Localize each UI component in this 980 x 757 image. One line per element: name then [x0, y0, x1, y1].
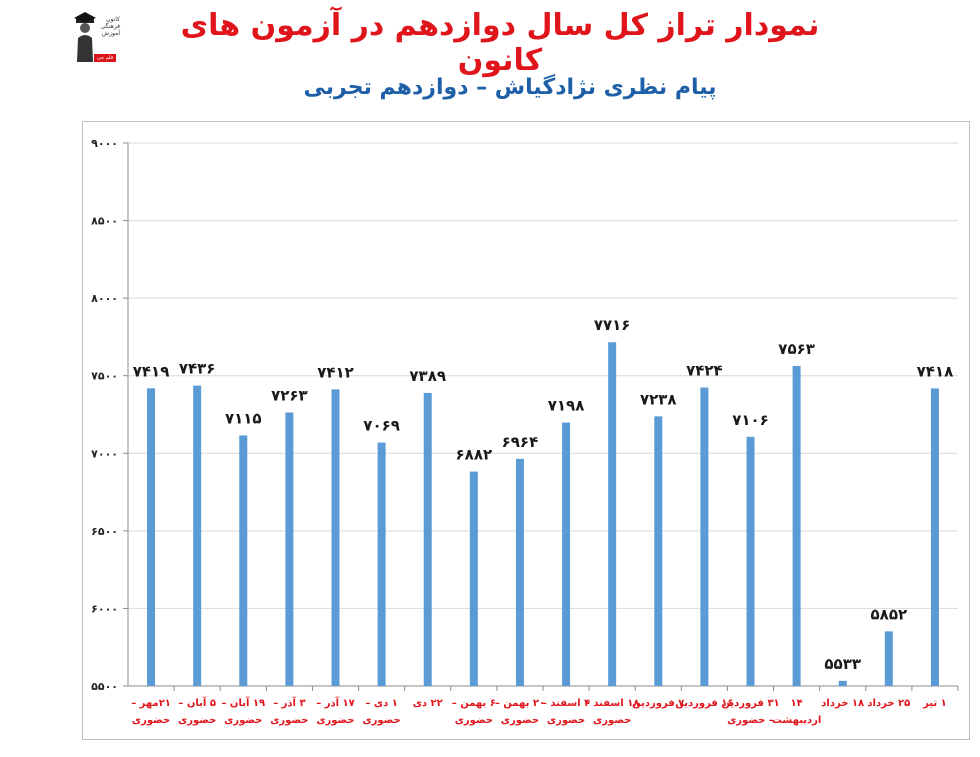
data-label: ۶۸۸۲ [456, 446, 493, 464]
x-tick-label: حضوری [224, 715, 262, 726]
data-label: ۷۱۰۶ [732, 411, 769, 429]
y-tick-label: ۷۰۰۰ [91, 447, 118, 460]
bar [239, 435, 248, 686]
x-tick-label: حضوری [547, 715, 585, 726]
chart-subtitle: پیام نظری نژادگیاش – دوازدهم تجربی [303, 75, 717, 100]
bar [608, 342, 617, 686]
data-label: ۵۵۳۳ [824, 655, 861, 673]
x-tick-label: ۲۲ دی [413, 698, 443, 709]
data-label: ۷۳۸۹ [409, 367, 446, 385]
bar [562, 422, 571, 686]
x-tick-label: حضوری [455, 715, 493, 726]
x-tick-label: ۳۱ فروردین [721, 698, 779, 709]
x-tick-label: حضوری [362, 715, 400, 726]
y-tick-label: ۸۵۰۰ [91, 215, 118, 228]
x-tick-label: ۱ دی – [365, 698, 397, 709]
x-tick-label: حضوری [178, 715, 216, 726]
x-tick-label: ۲۰ بهمن – [495, 698, 545, 709]
y-tick-label: ۶۰۰۰ [91, 602, 118, 615]
x-tick-label: حضوری [501, 715, 539, 726]
data-label: ۵۸۵۲ [871, 605, 908, 623]
data-label: ۷۴۱۲ [317, 363, 354, 381]
x-tick-label: حضوری [316, 715, 354, 726]
y-tick-label: ۵۵۰۰ [91, 680, 118, 693]
bar [700, 387, 709, 686]
data-label: ۶۹۶۴ [502, 433, 539, 451]
x-tick-label: ۱۹ آبان – [221, 696, 265, 709]
x-tick-label: ۱۴ [791, 698, 803, 709]
data-label: ۷۲۶۳ [271, 386, 308, 404]
x-tick-label: ۲۵ خرداد [867, 698, 910, 709]
bar [469, 471, 478, 686]
bar [746, 436, 755, 686]
data-label: ۷۴۱۸ [917, 362, 954, 380]
x-tick-label: ۱۸ اسفند – [585, 698, 640, 709]
data-label: ۷۱۹۸ [548, 397, 585, 415]
bar [792, 365, 801, 686]
logo-badge: قلم چی [94, 54, 116, 62]
x-tick-label: ۱۸ خرداد [821, 698, 864, 709]
y-tick-label: ۶۵۰۰ [91, 525, 118, 538]
data-label: ۷۴۱۹ [133, 362, 170, 380]
x-tick-label: ۳ آذر – [273, 696, 305, 709]
data-label: ۷۰۶۹ [363, 417, 400, 435]
bar [654, 416, 663, 686]
data-label: ۷۵۶۳ [778, 340, 815, 358]
data-label: ۷۷۱۶ [594, 316, 631, 334]
x-tick-label: حضوری [270, 715, 308, 726]
bar [930, 388, 939, 686]
bar [147, 388, 156, 686]
bar [515, 458, 524, 686]
bar [377, 442, 386, 686]
chart-title: نمودار تراز کل سال دوازدهم در آزمون های … [180, 8, 820, 78]
data-label: ۷۱۱۵ [225, 409, 262, 427]
bar [285, 412, 294, 686]
y-tick-label: ۹۰۰۰ [91, 137, 118, 150]
x-tick-label: ۷ فروردین [632, 698, 684, 709]
bar [331, 389, 340, 686]
data-label: ۷۴۲۴ [686, 362, 723, 380]
graduate-icon [74, 12, 96, 62]
x-tick-label: ۶ بهمن – [452, 698, 496, 709]
x-tick-label: ۱ تیر [922, 698, 947, 709]
data-label: ۷۴۳۶ [179, 360, 216, 378]
bar [423, 392, 432, 686]
y-tick-label: ۸۰۰۰ [91, 292, 118, 305]
x-tick-label: ۱۶ فروردین [675, 698, 733, 709]
y-tick-label: ۷۵۰۰ [91, 370, 118, 383]
bar [193, 385, 202, 686]
x-tick-label: حضوری [132, 715, 170, 726]
bar [884, 631, 893, 686]
x-tick-label: ۱۷ آذر – [316, 696, 355, 709]
x-tick-label: ۵ آبان – [178, 696, 216, 709]
x-tick-label: – حضوری [727, 715, 774, 726]
data-label: ۷۲۳۸ [640, 390, 677, 408]
x-tick-label: ۲۱مهر – [131, 698, 171, 709]
x-tick-label: ۴ اسفند – [542, 698, 590, 709]
chart-frame [82, 121, 970, 740]
x-tick-label: اردیبهشت [772, 715, 822, 726]
x-tick-label: حضوری [593, 715, 631, 726]
kanoon-logo: کانون فرهنگی آموزش قلم چی [74, 10, 120, 62]
bar [838, 680, 847, 686]
logo-text: کانون فرهنگی آموزش [100, 16, 120, 37]
